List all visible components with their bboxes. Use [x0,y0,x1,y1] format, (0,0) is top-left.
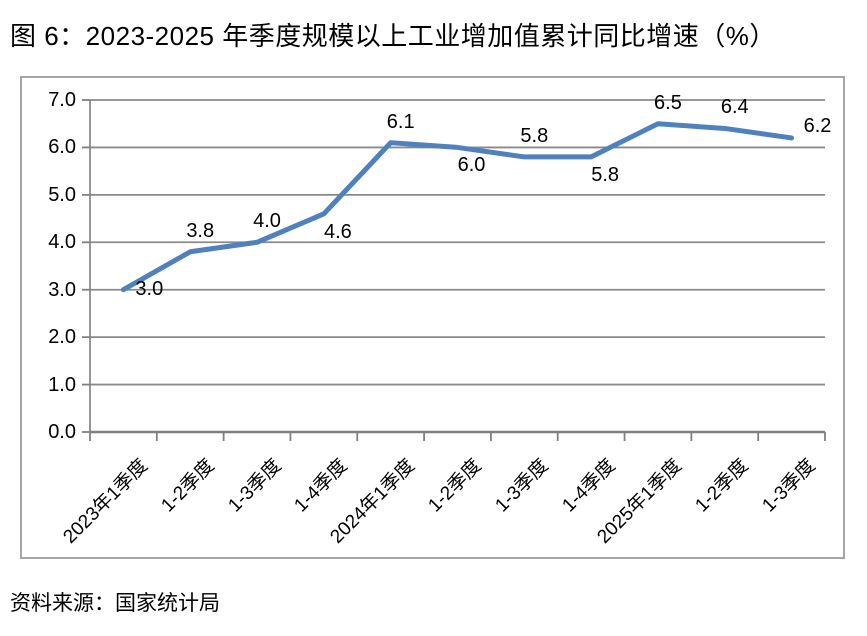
data-label: 3.0 [135,277,164,300]
data-label: 6.0 [457,154,486,177]
line-chart-canvas [82,99,826,441]
y-tick-label: 3.0 [48,278,76,301]
data-label: 5.8 [520,124,549,147]
data-line [120,121,795,293]
data-label: 6.5 [654,91,682,114]
data-label: 6.2 [803,114,832,137]
y-tick-label: 6.0 [48,136,76,159]
y-tick-label: 1.0 [48,373,76,396]
y-tick-label: 2.0 [48,326,76,349]
data-label: 4.6 [323,220,352,243]
data-label: 5.8 [591,163,620,186]
y-tick-label: 5.0 [48,183,76,206]
data-label: 3.8 [186,219,215,242]
y-tick-label: 7.0 [48,89,76,111]
data-label: 6.4 [720,96,749,119]
y-tick-label: 0.0 [48,421,76,443]
data-label: 6.1 [386,110,415,133]
chart-frame: 7.0 6.0 5.0 4.0 3.0 2.0 1.0 0.0 2023年1季度 1-2季度 1-… [20,76,845,559]
data-label: 4.0 [253,210,281,233]
figure-title: 图 6：2023-2025 年季度规模以上工业增加值累计同比增速（%） [10,21,776,51]
source-note: 资料来源：国家统计局 [10,592,220,615]
y-tick-label: 4.0 [48,231,76,254]
